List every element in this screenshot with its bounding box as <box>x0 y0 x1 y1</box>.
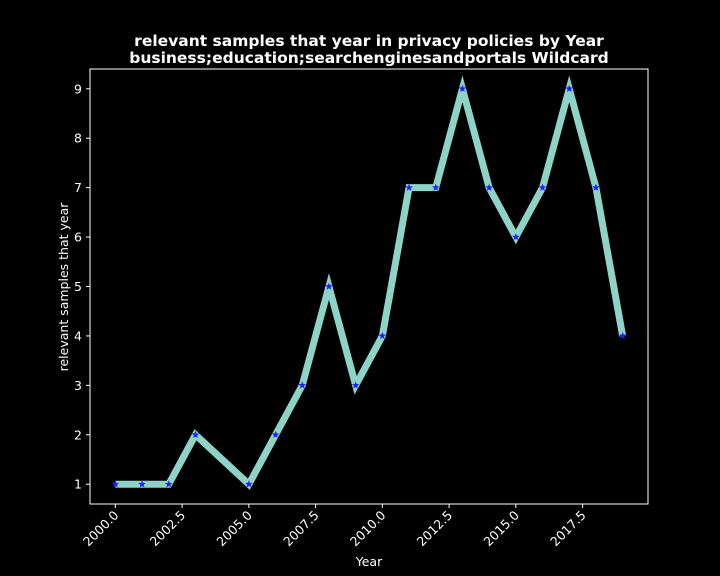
y-tick-label: 5 <box>74 279 82 294</box>
y-tick-label: 3 <box>74 378 82 393</box>
data-point <box>245 480 253 488</box>
y-tick-label: 1 <box>74 477 82 492</box>
data-point <box>538 183 547 191</box>
y-tick-label: 9 <box>74 81 82 96</box>
data-point <box>138 480 146 488</box>
data-point <box>458 84 467 93</box>
data-point <box>351 381 360 389</box>
y-axis-label: relevant samples that year <box>56 202 71 372</box>
data-point <box>405 183 413 191</box>
y-tick-label: 4 <box>74 328 82 343</box>
y-tick-label: 7 <box>74 180 82 195</box>
data-point <box>485 183 493 191</box>
y-tick-label: 6 <box>74 230 82 245</box>
data-point <box>565 84 574 93</box>
chart-title-line-1: relevant samples that year in privacy po… <box>134 32 604 50</box>
chart-title-line-2: business;education;searchenginesandporta… <box>129 49 609 67</box>
data-point <box>592 183 600 191</box>
data-point <box>271 430 280 439</box>
data-point <box>325 282 333 290</box>
y-tick-label: 2 <box>74 427 82 442</box>
data-point <box>431 183 440 191</box>
data-point <box>164 480 173 488</box>
data-point <box>618 331 627 340</box>
y-tick-label: 8 <box>74 131 82 146</box>
y-axis: 1 2 3 4 5 6 7 8 9 <box>74 81 90 492</box>
data-point <box>512 233 520 241</box>
x-axis-label: Year <box>355 554 383 569</box>
data-point <box>378 331 387 340</box>
data-point <box>111 480 120 488</box>
series-layer <box>111 75 627 490</box>
data-point <box>191 430 200 439</box>
data-point <box>298 381 307 389</box>
